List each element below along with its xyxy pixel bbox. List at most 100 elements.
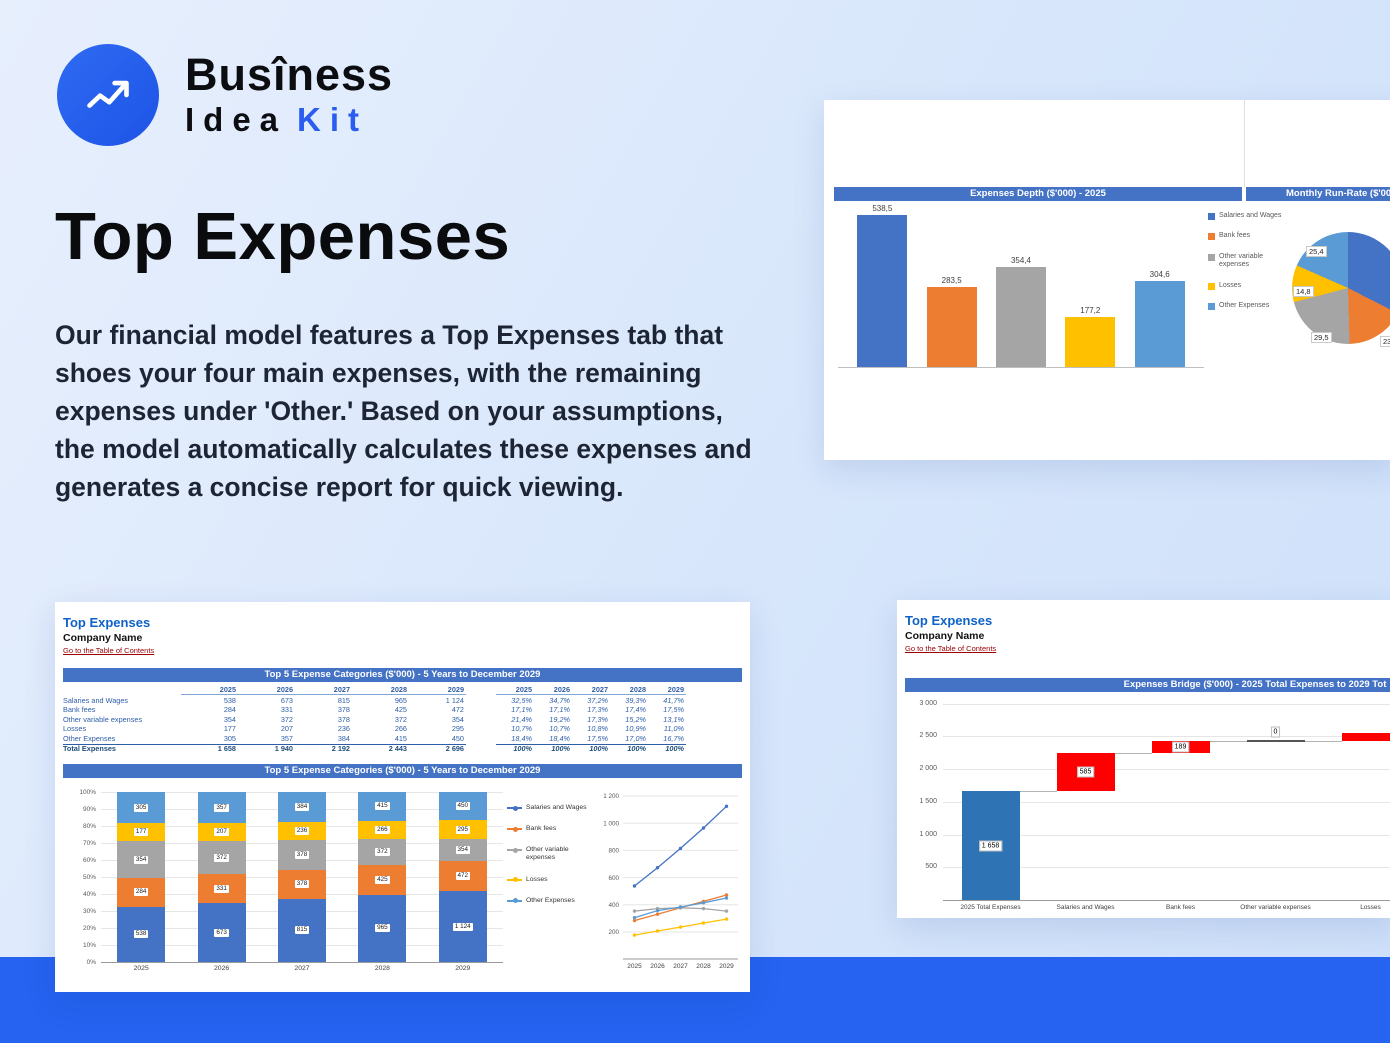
connector-line (1114, 753, 1152, 755)
table-of-contents-link[interactable]: Go to the Table of Contents (905, 644, 997, 653)
legend-swatch (1208, 282, 1215, 290)
data-label: 673 (214, 928, 229, 937)
y-axis-label: 30% (82, 907, 96, 915)
bar-segment: 378 (278, 840, 326, 870)
pie-data-label: 25,4 (1306, 246, 1327, 257)
spacer (466, 716, 496, 724)
legend-marker (507, 877, 522, 883)
legend-label: Salaries and Wages (526, 804, 587, 811)
data-label: 415 (375, 802, 390, 811)
top5-expense-table: 2025 2026 2027 2028 2029 2025 2026 2027 2028 2029… (63, 686, 686, 753)
pct-cell: 18,4% (511, 734, 532, 743)
expenses-bridge-chart: 3 000 2 500 2 000 1 500 1 000 500 1 658 2025 To… (905, 696, 1390, 914)
pie-data-label: 29,5 (1311, 332, 1332, 343)
bar-segment: 673 (197, 903, 246, 962)
y-axis-label: 1 000 (919, 830, 937, 838)
row-label: Other Expenses (63, 734, 116, 743)
legend-marker-dot (512, 826, 518, 832)
legend-item: Other Expenses (1208, 302, 1282, 310)
legend-item: Other variable expenses (1208, 253, 1282, 270)
table-of-contents-link[interactable]: Go to the Table of Contents (63, 646, 155, 655)
value-cell: 450 (451, 734, 464, 743)
pct-cell: 19,2% (549, 715, 570, 724)
data-label: 295 (455, 825, 471, 834)
bar-column: 354,4 (995, 256, 1046, 367)
y-axis-label: 80% (82, 822, 96, 830)
y-axis-label: 40% (82, 890, 96, 898)
y-axis-label: 2 500 (919, 732, 937, 740)
legend-item: Bank fees (507, 825, 591, 833)
total-value-cell: 2 192 (295, 744, 352, 753)
value-cell: 1 124 (445, 696, 464, 705)
bar-segment: 378 (278, 869, 326, 899)
legend-swatch (1208, 213, 1215, 220)
bar-value-label: 538,5 (872, 204, 893, 213)
total-pct-cell: 100% (534, 744, 572, 753)
legend-marker (507, 805, 522, 811)
year-header: 2029 (648, 686, 686, 695)
screenshot-top5-sheet: Top Expenses Company Name Go to the Tabl… (55, 602, 750, 992)
x-axis-label: 2025 Total Expenses (960, 904, 1021, 911)
value-cell: 378 (337, 706, 350, 714)
data-label: 585 (1076, 766, 1095, 778)
x-axis-label: 2026 (214, 965, 230, 972)
pct-cell: 17,5% (587, 734, 608, 743)
value-cell: 305 (223, 734, 236, 743)
year-header: 2025 (181, 686, 238, 695)
legend-marker-dot (512, 898, 518, 904)
data-point (632, 933, 637, 937)
data-point (701, 826, 706, 830)
x-axis-label: 2026 (650, 963, 665, 970)
value-cell: 357 (280, 734, 293, 743)
legend-label: Other variable expenses (526, 846, 569, 862)
legend-label: Bank fees (1219, 232, 1251, 240)
x-axis-line (943, 900, 1390, 901)
total-pct-cell: 100% (572, 744, 610, 753)
x-axis-label: 2029 (455, 965, 471, 972)
x-axis-label: 2029 (719, 963, 734, 970)
bar-segment: 965 (358, 894, 407, 962)
bar (995, 267, 1046, 367)
legend-item: Losses (1208, 282, 1282, 290)
value-cell: 472 (451, 706, 464, 714)
y-axis-label: 60% (82, 856, 96, 864)
data-label: 372 (214, 853, 229, 862)
pct-cell: 41,7% (663, 696, 684, 705)
data-point (655, 908, 660, 913)
total-pct-cell: 100% (610, 744, 648, 753)
pct-cell: 17,1% (511, 706, 532, 714)
bar-segment: 1 124 (438, 891, 487, 962)
value-cell: 236 (337, 725, 350, 733)
spacer (466, 706, 496, 714)
bar (926, 287, 977, 367)
pct-cell: 17,1% (549, 706, 570, 714)
data-label: 538 (133, 930, 149, 939)
sheet-title: Top Expenses (63, 615, 151, 630)
gridline (943, 834, 1390, 836)
chart-legend: Salaries and Wages Bank fees Other variabl… (1208, 212, 1282, 310)
data-label: 284 (133, 888, 149, 897)
pct-cell: 18,4% (549, 734, 570, 743)
data-point (724, 917, 729, 921)
gridline (943, 703, 1390, 705)
data-label: 177 (133, 828, 149, 837)
gridline (943, 867, 1390, 869)
data-label: 378 (294, 850, 310, 859)
bar-column: 177,2 (1065, 306, 1116, 367)
data-label: 1 658 (978, 840, 1003, 852)
data-point (655, 912, 660, 916)
gridline (943, 736, 1390, 738)
legend-label: Salaries and Wages (1219, 212, 1282, 219)
total-value-cell: 1 658 (181, 744, 238, 753)
pane-divider (1244, 100, 1245, 187)
bar-segment: 815 (278, 898, 326, 962)
legend-marker-dot (512, 877, 518, 883)
y-axis-label: 0% (86, 958, 96, 966)
value-cell: 266 (394, 725, 407, 733)
chart-header-top5: Top 5 Expense Categories ($'000) - 5 Yea… (63, 764, 742, 778)
x-axis-line (101, 962, 503, 963)
data-label: 425 (375, 876, 390, 885)
data-label: 0 (1270, 726, 1281, 738)
y-axis-label: 1 200 (603, 793, 619, 800)
data-label: 331 (214, 884, 229, 893)
